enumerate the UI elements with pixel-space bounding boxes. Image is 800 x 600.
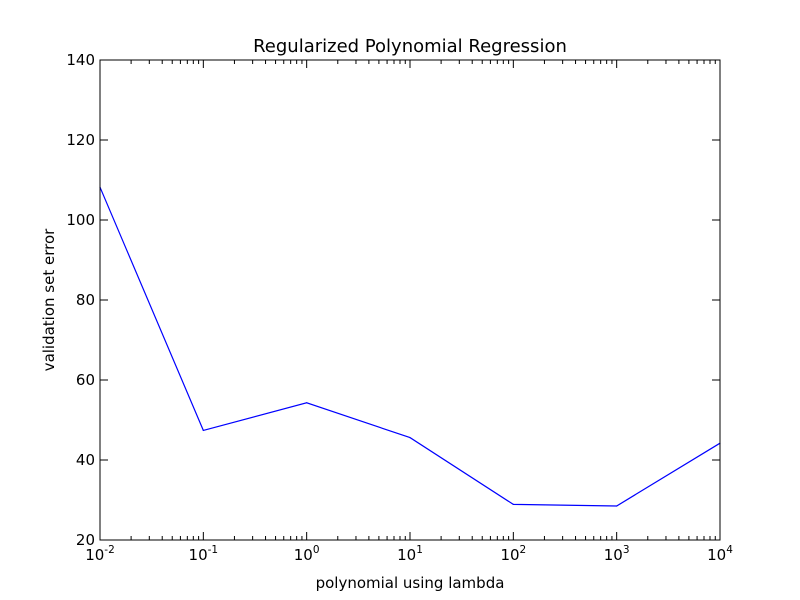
x-tick-label: 104 [707,544,733,564]
x-tick-base: 10 [397,546,416,564]
y-tick-label: 120 [66,131,95,149]
x-tick-label: 100 [294,544,320,564]
data-point [202,429,204,431]
x-tick-base: 10 [500,546,519,564]
x-tick-label: 10-1 [189,544,219,564]
x-tick-exponent: -1 [208,544,218,556]
data-point [616,505,618,507]
data-point [409,437,411,439]
x-tick-label: 10-2 [85,544,115,564]
chart-title: Regularized Polynomial Regression [253,36,567,57]
x-tick-base: 10 [294,546,313,564]
x-tick-label: 102 [500,544,526,564]
x-axis-ticks: 10-2 10-1 100 101 102 103 104 [85,60,733,564]
data-point [512,503,514,505]
plot-frame [99,59,721,541]
x-tick-base: 10 [85,546,104,564]
x-tick-base: 10 [189,546,208,564]
y-tick-label: 140 [66,51,95,69]
y-tick-label: 100 [66,211,95,229]
x-tick-exponent: 4 [726,544,733,556]
data-point [306,402,308,404]
x-tick-base: 10 [604,546,623,564]
y-tick-label: 40 [76,451,95,469]
y-tick-label: 60 [76,371,95,389]
x-tick-exponent: 3 [623,544,630,556]
x-tick-label: 101 [397,544,423,564]
y-axis-label: validation set error [40,228,58,371]
x-tick-exponent: 0 [313,544,320,556]
x-tick-exponent: -2 [104,544,114,556]
x-tick-exponent: 2 [520,544,527,556]
x-axis-label: polynomial using lambda [316,574,505,592]
y-tick-label: 20 [76,531,95,549]
x-tick-label: 103 [604,544,630,564]
y-tick-label: 80 [76,291,95,309]
x-tick-base: 10 [707,546,726,564]
y-axis-ticks: 20 40 60 80 100 120 140 [66,51,720,549]
x-tick-exponent: 1 [416,544,423,556]
